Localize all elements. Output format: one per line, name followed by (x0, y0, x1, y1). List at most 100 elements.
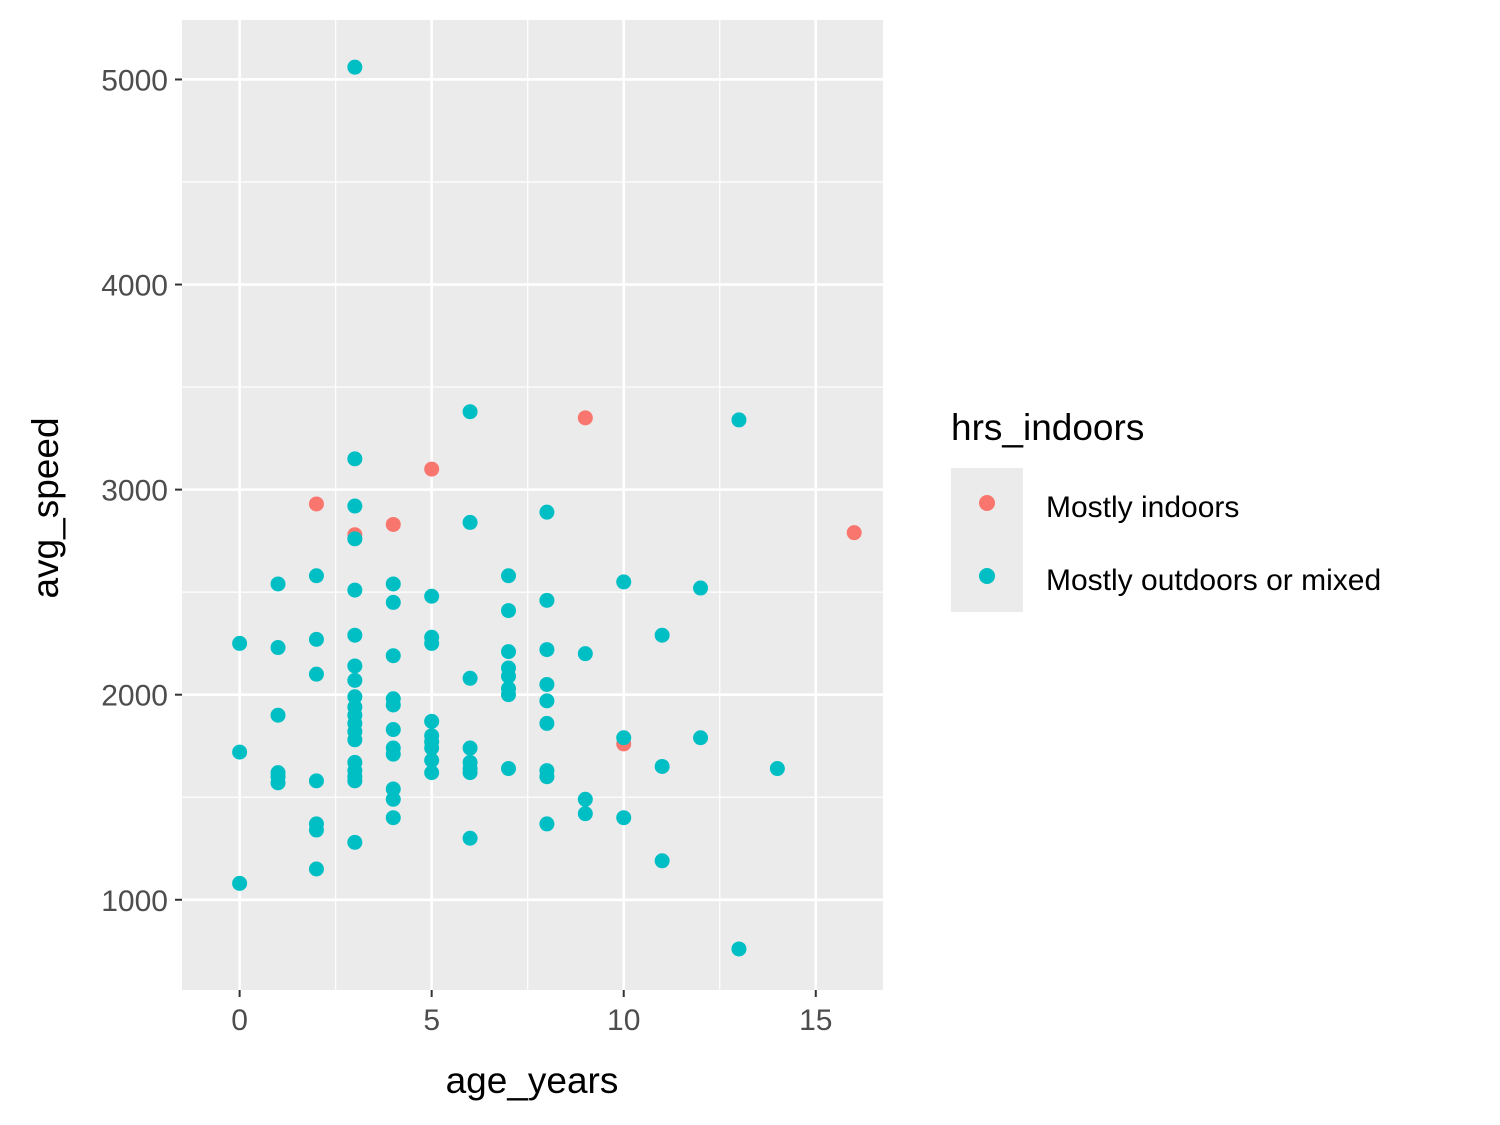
point-mostly-outdoors (385, 722, 401, 738)
point-mostly-outdoors (424, 740, 440, 756)
point-mostly-outdoors (347, 732, 363, 748)
point-mostly-outdoors (347, 627, 363, 643)
point-mostly-outdoors (347, 672, 363, 688)
minor-gridlines (182, 20, 883, 990)
y-tick-label: 5000 (101, 64, 168, 97)
x-axis-title: age_years (446, 1060, 619, 1101)
point-mostly-outdoors (462, 670, 478, 686)
point-mostly-outdoors (539, 592, 555, 608)
point-mostly-outdoors (347, 658, 363, 674)
x-tick-label: 0 (231, 1004, 248, 1037)
point-mostly-outdoors (347, 773, 363, 789)
point-mostly-outdoors (347, 59, 363, 75)
point-mostly-outdoors (232, 635, 248, 651)
point-mostly-outdoors (232, 875, 248, 891)
point-mostly-outdoors (385, 781, 401, 797)
point-mostly-outdoors (500, 603, 516, 619)
point-mostly-outdoors (385, 576, 401, 592)
point-mostly-indoors (846, 525, 862, 541)
y-tick-label: 4000 (101, 270, 168, 303)
point-mostly-outdoors (270, 707, 286, 723)
point-mostly-outdoors (769, 761, 785, 777)
point-mostly-outdoors (462, 404, 478, 420)
point-mostly-outdoors (424, 765, 440, 781)
point-mostly-outdoors (577, 646, 593, 662)
point-mostly-outdoors (616, 730, 632, 746)
point-mostly-outdoors (539, 676, 555, 692)
point-mostly-outdoors (654, 758, 670, 774)
point-mostly-outdoors (500, 761, 516, 777)
point-mostly-outdoors (424, 635, 440, 651)
point-mostly-outdoors (347, 582, 363, 598)
point-mostly-outdoors (616, 810, 632, 826)
x-tick-label: 10 (607, 1004, 640, 1037)
legend-key-background (951, 468, 1023, 612)
y-tick-label: 3000 (101, 475, 168, 508)
point-mostly-outdoors (539, 715, 555, 731)
point-mostly-outdoors (308, 666, 324, 682)
point-mostly-outdoors (385, 746, 401, 762)
point-mostly-outdoors (693, 730, 709, 746)
y-axis-title: avg_speed (25, 417, 66, 598)
point-mostly-outdoors (539, 693, 555, 709)
point-mostly-outdoors (385, 594, 401, 610)
point-mostly-indoors (424, 461, 440, 477)
point-mostly-outdoors (385, 791, 401, 807)
point-mostly-indoors (308, 496, 324, 512)
x-tick-label: 15 (799, 1004, 832, 1037)
legend-label-mostly-outdoors: Mostly outdoors or mixed (1046, 564, 1381, 597)
point-mostly-outdoors (462, 830, 478, 846)
point-mostly-outdoors (347, 689, 363, 705)
point-mostly-outdoors (385, 697, 401, 713)
point-mostly-outdoors (539, 504, 555, 520)
point-mostly-outdoors (693, 580, 709, 596)
y-axis: 1000 2000 3000 4000 5000 (101, 64, 182, 918)
point-mostly-outdoors (308, 568, 324, 584)
point-mostly-indoors (577, 410, 593, 426)
legend: hrs_indoors Mostly indoors Mostly outdoo… (951, 407, 1381, 612)
point-mostly-outdoors (424, 752, 440, 768)
point-mostly-outdoors (731, 941, 747, 957)
point-mostly-outdoors (347, 451, 363, 467)
point-mostly-outdoors (308, 861, 324, 877)
point-mostly-outdoors (347, 531, 363, 547)
legend-title: hrs_indoors (951, 407, 1144, 448)
point-mostly-outdoors (577, 791, 593, 807)
point-mostly-outdoors (462, 765, 478, 781)
point-mostly-outdoors (347, 498, 363, 514)
point-mostly-outdoors (308, 631, 324, 647)
point-mostly-outdoors (539, 816, 555, 832)
point-mostly-outdoors (654, 627, 670, 643)
point-mostly-outdoors (385, 810, 401, 826)
point-mostly-outdoors (654, 853, 670, 869)
x-axis: 0 5 10 15 (231, 990, 832, 1037)
point-mostly-outdoors (731, 412, 747, 428)
point-mostly-outdoors (500, 687, 516, 703)
plot-panel (182, 20, 883, 990)
point-mostly-outdoors (308, 822, 324, 838)
y-tick-label: 1000 (101, 885, 168, 918)
data-points (232, 59, 862, 957)
point-mostly-outdoors (462, 740, 478, 756)
point-mostly-outdoors (616, 574, 632, 590)
point-mostly-outdoors (500, 644, 516, 660)
point-mostly-outdoors (270, 640, 286, 656)
x-tick-label: 5 (423, 1004, 440, 1037)
point-mostly-outdoors (385, 648, 401, 664)
point-mostly-outdoors (308, 773, 324, 789)
point-mostly-outdoors (270, 775, 286, 791)
point-mostly-outdoors (462, 514, 478, 530)
point-mostly-outdoors (539, 642, 555, 658)
point-mostly-outdoors (500, 668, 516, 684)
legend-label-mostly-indoors: Mostly indoors (1046, 491, 1239, 524)
point-mostly-outdoors (500, 568, 516, 584)
major-gridlines (182, 20, 883, 990)
point-mostly-indoors (385, 516, 401, 532)
y-tick-label: 2000 (101, 680, 168, 713)
point-mostly-outdoors (539, 769, 555, 785)
point-mostly-outdoors (270, 576, 286, 592)
legend-key-mostly-indoors (979, 495, 995, 511)
point-mostly-outdoors (232, 744, 248, 760)
point-mostly-outdoors (577, 806, 593, 822)
